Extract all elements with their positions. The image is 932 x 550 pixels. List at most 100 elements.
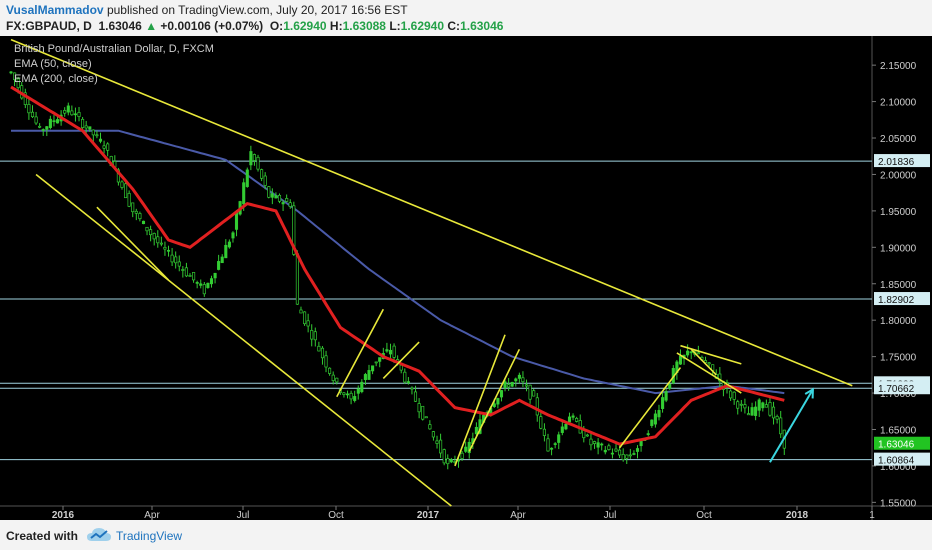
candle-body bbox=[374, 361, 378, 364]
trendline-8[interactable] bbox=[680, 344, 742, 365]
chart-background bbox=[0, 36, 932, 520]
trendline-10[interactable] bbox=[690, 348, 717, 376]
candle-body bbox=[413, 391, 418, 402]
candle-body bbox=[81, 118, 85, 128]
candle-body bbox=[388, 349, 393, 355]
candle-body bbox=[166, 249, 171, 252]
candle-body bbox=[267, 186, 271, 198]
chart-header: VusalMammadov published on TradingView.c… bbox=[0, 0, 932, 36]
last-price: 1.63046 bbox=[98, 19, 142, 33]
level-price-label: 1.60864 bbox=[878, 456, 915, 467]
trendline-2[interactable] bbox=[96, 206, 170, 281]
candle-body bbox=[446, 458, 450, 465]
candle-body bbox=[163, 246, 167, 250]
candle-body bbox=[363, 374, 367, 381]
trendline-5[interactable] bbox=[454, 334, 506, 467]
candle-body bbox=[313, 331, 317, 341]
author-link[interactable]: VusalMammadov bbox=[6, 3, 104, 17]
trendline-0[interactable] bbox=[10, 38, 853, 387]
candle-body bbox=[592, 441, 597, 444]
candle-body bbox=[41, 129, 45, 131]
legend-ema50[interactable]: EMA (50, close) bbox=[14, 58, 92, 70]
candle-body bbox=[260, 169, 264, 179]
candle-body bbox=[263, 175, 267, 186]
candle-body bbox=[306, 320, 310, 327]
candle-body bbox=[353, 396, 357, 401]
candle-body bbox=[277, 194, 282, 202]
trendline-9[interactable] bbox=[676, 352, 742, 394]
price-chart[interactable]: 2.15000 2.10000 2.05000 2.00000 1.95000 1.900… bbox=[0, 36, 932, 521]
level-price-label: 1.82902 bbox=[878, 295, 915, 306]
tradingview-link[interactable]: TradingView bbox=[116, 529, 183, 543]
legend-ema200[interactable]: EMA (200, close) bbox=[14, 73, 98, 85]
quote-line: FX:GBPAUD, D 1.63046 ▲ +0.00106 (+0.07%)… bbox=[6, 19, 503, 33]
published-text: published on TradingView.com, July 20, 2… bbox=[106, 3, 408, 17]
candle-body bbox=[546, 438, 550, 452]
publish-line: VusalMammadov published on TradingView.c… bbox=[6, 3, 408, 17]
candle-body bbox=[149, 229, 153, 236]
candle-body bbox=[371, 365, 375, 372]
candle-body bbox=[120, 181, 124, 188]
level-price-badge bbox=[874, 292, 930, 306]
candle-body bbox=[195, 282, 199, 284]
candle-body bbox=[324, 355, 328, 368]
candle-body bbox=[320, 347, 325, 359]
candle-body bbox=[234, 212, 239, 230]
level-price-label: 1.70662 bbox=[878, 384, 915, 395]
candle-body bbox=[256, 156, 260, 170]
candle-body bbox=[460, 452, 464, 459]
ema200-layer bbox=[11, 129, 785, 395]
candle-body bbox=[88, 126, 92, 130]
candle-body bbox=[553, 443, 557, 445]
high-value: 1.63088 bbox=[342, 19, 386, 33]
candle-body bbox=[177, 261, 181, 267]
created-with-label: Created with bbox=[6, 529, 79, 543]
candle-body bbox=[664, 391, 668, 401]
candle-body bbox=[131, 202, 135, 213]
candle-body bbox=[9, 71, 13, 74]
candle-body bbox=[771, 406, 776, 419]
projection-arrow-head-icon bbox=[804, 387, 814, 399]
candle-body bbox=[567, 416, 572, 423]
trendline-7[interactable] bbox=[618, 367, 682, 449]
price-tick-label: 2.00000 bbox=[880, 170, 917, 181]
change-up-icon: ▲ bbox=[145, 19, 158, 33]
candle-body bbox=[124, 183, 128, 199]
trendline-4[interactable] bbox=[382, 341, 420, 380]
time-tick-label: Apr bbox=[510, 510, 526, 520]
trendline-6[interactable] bbox=[468, 348, 521, 452]
candle-body bbox=[542, 428, 546, 436]
candle-body bbox=[510, 381, 514, 387]
time-axis[interactable]: 2016 Apr Jul Oct 2017 Apr Jul Oct 2018 1 bbox=[52, 506, 875, 521]
candle-body bbox=[91, 129, 95, 136]
candle-body bbox=[474, 426, 478, 435]
candle-body bbox=[503, 381, 507, 389]
candle-body bbox=[496, 398, 500, 405]
candle-body bbox=[224, 244, 228, 259]
candle-body bbox=[732, 391, 736, 400]
candle-body bbox=[385, 349, 389, 352]
candle-body bbox=[152, 233, 156, 240]
candle-body bbox=[618, 449, 622, 456]
candle-body bbox=[213, 272, 217, 279]
trendline-3[interactable] bbox=[336, 308, 385, 398]
candle-body bbox=[750, 407, 754, 416]
tradingview-cloud-icon[interactable] bbox=[86, 526, 112, 544]
chart-area[interactable]: 2.15000 2.10000 2.05000 2.00000 1.95000 1.900… bbox=[0, 36, 932, 521]
level-price-label: 2.01836 bbox=[878, 157, 915, 168]
candle-body bbox=[532, 390, 536, 397]
trendline-1[interactable] bbox=[35, 173, 452, 507]
open-value: 1.62940 bbox=[283, 19, 327, 33]
price-tick-label: 1.95000 bbox=[880, 207, 917, 218]
candle-body bbox=[507, 384, 511, 388]
candle-body bbox=[70, 110, 74, 116]
candle-body bbox=[170, 254, 174, 263]
price-tick-label: 1.60000 bbox=[880, 462, 917, 473]
candle-body bbox=[575, 418, 579, 422]
price-axis[interactable]: 2.15000 2.10000 2.05000 2.00000 1.95000 1.900… bbox=[872, 61, 930, 509]
candle-body bbox=[66, 105, 70, 113]
candle-body bbox=[317, 345, 321, 352]
candle-body bbox=[779, 417, 783, 435]
trendlines-layer[interactable] bbox=[10, 38, 853, 507]
candle-body bbox=[270, 193, 274, 198]
